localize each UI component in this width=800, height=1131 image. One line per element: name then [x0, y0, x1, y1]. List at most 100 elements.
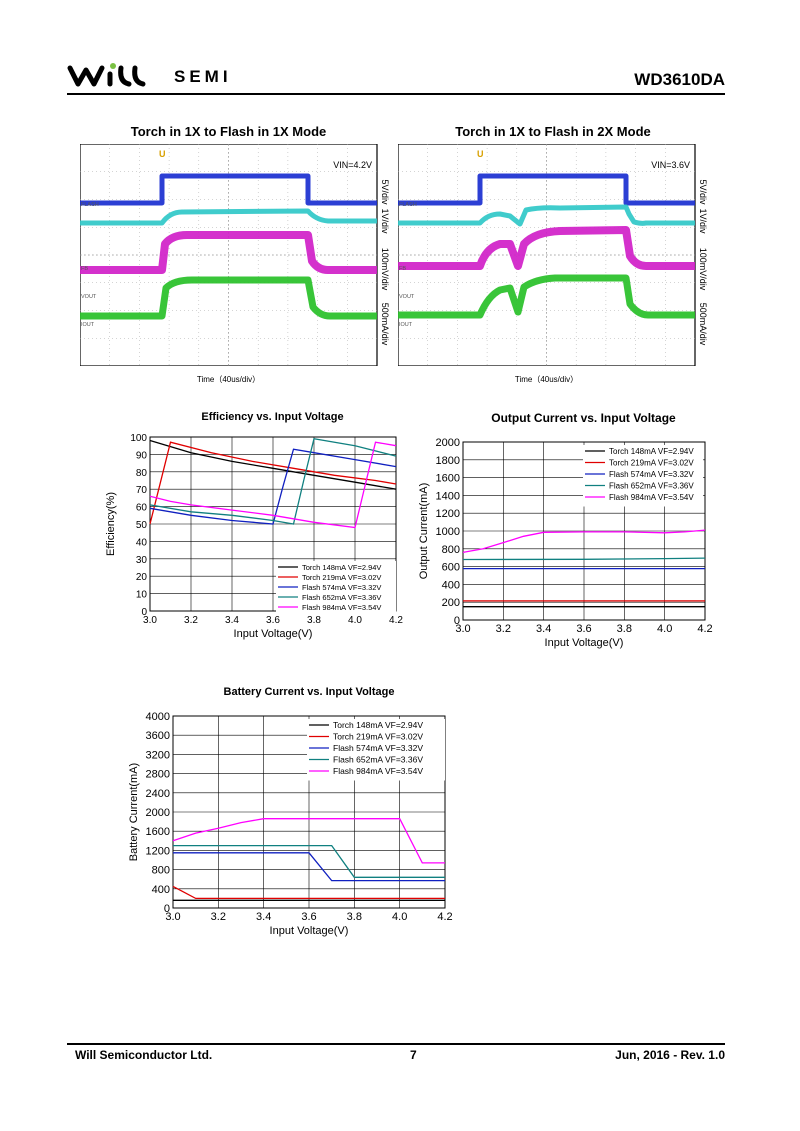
y-tick-label: 4000 — [146, 711, 170, 723]
y-tick-label: 70 — [136, 485, 148, 496]
output-current-chart-svg: 3.0 3.2 3.4 3.6 3.8 4.0 4.2 0 200 400 600 800 1000 12… — [418, 437, 713, 649]
logo-mark — [67, 63, 146, 87]
scope-trace — [80, 231, 377, 274]
scope-1-plot: U VIN=4.2V FLASH FB VOUT IOUT 5V/div 1V/div 100m… — [79, 143, 390, 367]
scope-2-time-label: Time（40us/div） — [514, 375, 579, 384]
legend-label: Flash 574mA VF=3.32V — [609, 470, 694, 479]
scope-2-title: Torch in 1X to Flash in 2X Mode — [455, 124, 651, 139]
x-tick-label: 3.4 — [256, 911, 271, 923]
efficiency-chart-svg: 3.0 3.2 3.4 3.6 3.8 4.0 4.2 0 10 20 30 40 50 60 70 80 90… — [105, 433, 403, 640]
battery-current-chart: 3.0 3.2 3.4 3.6 3.8 4.0 4.2 0 400 800 1200 1600 2000… — [110, 706, 460, 946]
x-tick-label: 3.8 — [307, 615, 321, 626]
scope-trace — [398, 226, 695, 270]
footer-rule — [67, 1043, 725, 1045]
scope-scale-label: 500mA/div — [698, 303, 708, 346]
legend-label: Torch 219mA VF=3.02V — [609, 459, 694, 468]
legend-label: Flash 652mA VF=3.36V — [609, 482, 694, 491]
x-tick-label: 4.0 — [348, 615, 362, 626]
legend-label: Torch 148mA VF=2.94V — [333, 720, 423, 730]
scope-trace — [80, 208, 377, 226]
series-line — [462, 529, 706, 554]
scope-trace — [80, 276, 377, 320]
scope-trace — [398, 274, 695, 319]
y-tick-label: 600 — [442, 562, 460, 574]
x-tick-label: 3.0 — [455, 623, 470, 635]
series-line — [149, 448, 397, 525]
y-tick-label: 400 — [152, 884, 170, 896]
y-tick-label: 80 — [136, 468, 148, 479]
scope-channel-label: FLASH — [399, 202, 417, 208]
legend-label: Torch 219mA VF=3.02V — [302, 573, 381, 582]
legend-box — [307, 719, 445, 781]
y-tick-label: 0 — [141, 607, 147, 618]
y-tick-label: 800 — [152, 865, 170, 877]
x-tick-label: 3.8 — [617, 623, 632, 635]
battery-current-chart-title: Battery Current vs. Input Voltage — [223, 686, 395, 698]
scope-trace — [398, 173, 695, 206]
y-tick-label: 3200 — [146, 749, 170, 761]
y-tick-label: 40 — [136, 537, 148, 548]
y-tick-label: 1400 — [436, 490, 460, 502]
x-tick-label: 3.4 — [536, 623, 551, 635]
legend-label: Torch 219mA VF=3.02V — [333, 732, 423, 742]
series-line — [173, 852, 445, 882]
series-line — [149, 441, 397, 525]
header-rule — [67, 93, 725, 95]
y-axis-label: Efficiency(%) — [105, 492, 117, 556]
series-line — [462, 557, 706, 561]
y-tick-label: 0 — [164, 903, 170, 915]
logo-text: SEMI — [174, 67, 232, 86]
y-tick-label: 2000 — [146, 807, 170, 819]
x-tick-label: 3.2 — [496, 623, 511, 635]
scope-channel-label: IOUT — [81, 322, 95, 328]
trigger-marker: U — [477, 149, 484, 159]
y-tick-label: 90 — [136, 450, 148, 461]
footer-company: Will Semiconductor Ltd. — [75, 1048, 213, 1062]
x-axis-label: Input Voltage(V) — [545, 637, 624, 649]
y-tick-label: 50 — [136, 520, 148, 531]
scope-2: U VIN=3.6V FLASH FB VOUT IOUT 5V/div 1V/div 100m… — [397, 143, 708, 367]
doc-id: WD3610DA — [634, 70, 725, 89]
y-tick-label: 1600 — [146, 826, 170, 838]
x-tick-label: 3.6 — [301, 911, 316, 923]
scope-scale-label: 100mV/div — [698, 248, 708, 291]
y-tick-label: 200 — [442, 597, 460, 609]
y-tick-label: 2800 — [146, 769, 170, 781]
scope-channel-label: FB — [81, 266, 88, 272]
y-axis-label: Output Current(mA) — [418, 483, 430, 580]
scope-scale-label: 500mA/div — [380, 303, 390, 346]
series-line — [149, 441, 397, 529]
legend-box — [583, 445, 703, 507]
legend-label: Flash 984mA VF=3.54V — [302, 603, 381, 612]
x-tick-label: 3.4 — [225, 615, 239, 626]
x-tick-label: 3.0 — [143, 615, 157, 626]
series-line — [172, 818, 445, 864]
footer-page-number: 7 — [410, 1048, 417, 1062]
battery-current-chart-svg: 3.0 3.2 3.4 3.6 3.8 4.0 4.2 0 400 800 1200 1600 2000… — [128, 711, 453, 937]
legend-label: Flash 652mA VF=3.36V — [333, 755, 423, 765]
legend-label: Flash 574mA VF=3.32V — [333, 743, 423, 753]
x-tick-label: 3.6 — [576, 623, 591, 635]
y-tick-label: 800 — [442, 544, 460, 556]
y-tick-label: 2400 — [146, 788, 170, 800]
scope-scale-label: 5V/div — [698, 179, 708, 205]
x-tick-label: 3.0 — [165, 911, 180, 923]
x-tick-label: 4.2 — [389, 615, 403, 626]
legend-label: Torch 148mA VF=2.94V — [302, 563, 381, 572]
x-tick-label: 4.2 — [437, 911, 452, 923]
scope-vin: VIN=3.6V — [651, 160, 690, 170]
output-current-chart-title: Output Current vs. Input Voltage — [491, 411, 676, 425]
scope-1-time-label: Time（40us/div） — [196, 375, 261, 384]
y-tick-label: 3600 — [146, 730, 170, 742]
y-tick-label: 1000 — [436, 526, 460, 538]
scope-channel-label: FLASH — [81, 202, 99, 208]
series-line — [173, 844, 445, 878]
scope-1: U VIN=4.2V FLASH FB VOUT IOUT 5V/div 1V/div 100m… — [79, 143, 390, 367]
legend-label: Torch 148mA VF=2.94V — [609, 447, 694, 456]
scope-channel-label: IOUT — [399, 322, 413, 328]
series-line — [149, 439, 397, 490]
y-tick-label: 100 — [130, 433, 147, 444]
output-current-chart: 3.0 3.2 3.4 3.6 3.8 4.0 4.2 0 200 400 600 800 1000 12… — [400, 432, 720, 662]
y-tick-label: 400 — [442, 579, 460, 591]
scope-scale-label: 100mV/div — [380, 248, 390, 291]
